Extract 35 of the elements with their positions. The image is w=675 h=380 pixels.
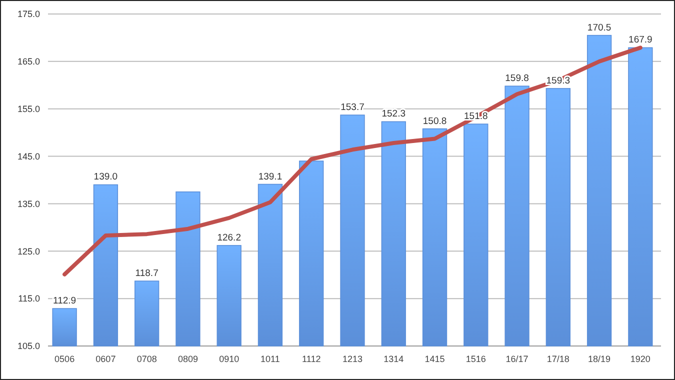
y-tick-label: 155.0 [17, 104, 40, 114]
data-label: 153.7 [340, 102, 364, 114]
y-tick-label: 115.0 [18, 294, 40, 304]
x-tick-label: 1011 [260, 354, 280, 364]
data-label: 118.7 [135, 268, 158, 280]
y-tick-label: 105.0 [17, 341, 40, 352]
y-tick-label: 165.0 [17, 56, 40, 67]
data-label: 150.8 [422, 116, 447, 127]
y-tick-label: 175.0 [17, 9, 40, 20]
line-series [62, 46, 642, 276]
x-tick-label: 1920 [630, 354, 650, 364]
y-tick-label: 125.0 [17, 246, 40, 256]
x-tick-label: 1112 [302, 354, 321, 364]
x-tick-label: 18/19 [588, 354, 611, 364]
x-tick-label: 0910 [219, 354, 240, 364]
y-tick-label: 145.0 [17, 151, 40, 162]
data-label: 112.9 [53, 296, 76, 307]
x-tick-label: 1314 [384, 354, 404, 364]
x-tick-label: 1516 [466, 354, 486, 364]
y-tick-label: 135.0 [17, 198, 40, 209]
data-label: 170.5 [587, 22, 612, 34]
data-label: 139.1 [258, 171, 282, 182]
data-label: 139.0 [94, 172, 118, 183]
x-tick-label: 0809 [178, 354, 198, 364]
data-label: 159.8 [505, 73, 529, 84]
x-tick-label: 1415 [424, 354, 445, 364]
x-tick-label: 0708 [136, 354, 157, 364]
x-tick-label: 17/18 [546, 354, 570, 364]
x-tick-label: 16/17 [506, 354, 528, 364]
x-tick-label: 0607 [96, 354, 116, 364]
data-label: 126.2 [217, 232, 241, 244]
x-tick-label: 0506 [54, 354, 75, 364]
x-tick-label: 1213 [342, 354, 363, 364]
data-label: 152.3 [382, 108, 406, 120]
data-label: 167.9 [628, 34, 652, 46]
